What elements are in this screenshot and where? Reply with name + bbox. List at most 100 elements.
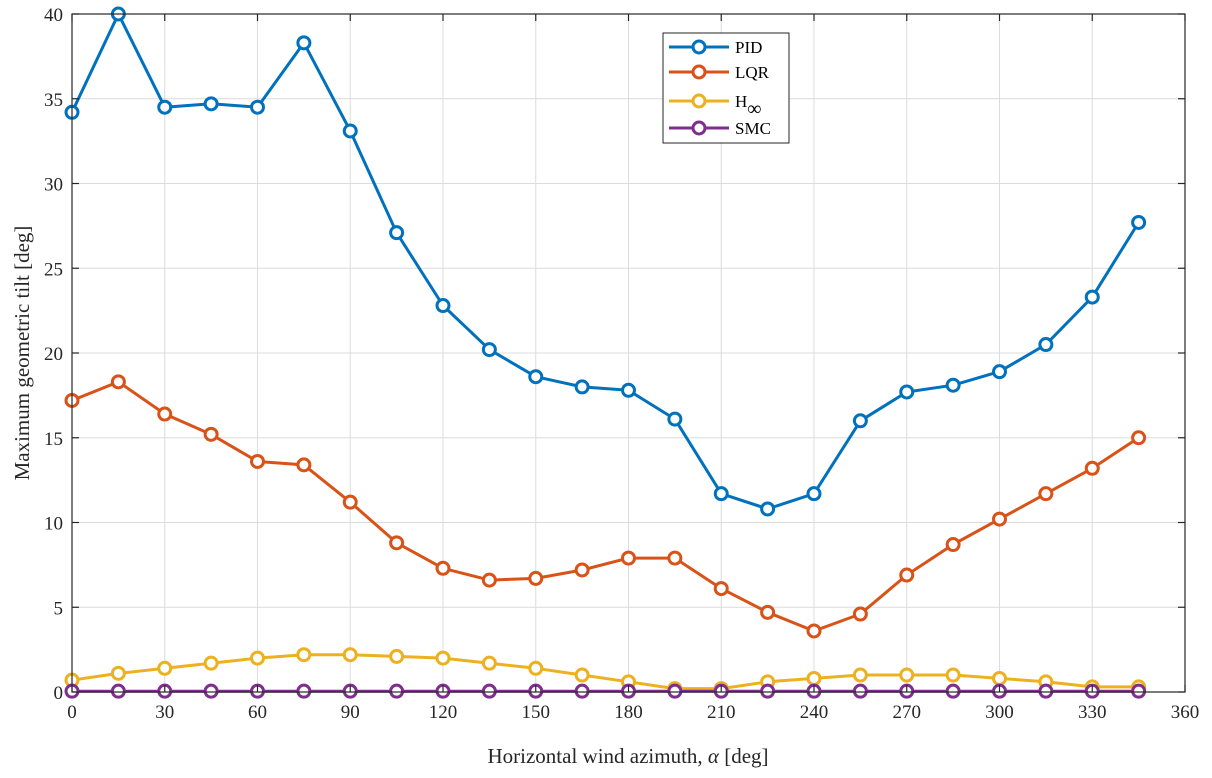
- data-point-lqr: [435, 560, 451, 576]
- x-tick-label: 270: [893, 702, 922, 723]
- data-point-smc: [203, 683, 219, 699]
- data-point-h: [899, 667, 915, 683]
- data-point-pid: [1084, 289, 1100, 305]
- series-smc: [64, 683, 1147, 699]
- series-h: [64, 647, 1147, 697]
- data-point-lqr: [760, 604, 776, 620]
- data-point-pid: [528, 369, 544, 385]
- series-lqr: [64, 374, 1147, 639]
- data-point-lqr: [110, 374, 126, 390]
- y-tick-label: 0: [54, 683, 64, 704]
- data-point-lqr: [1131, 430, 1147, 446]
- data-point-smc: [945, 683, 961, 699]
- data-point-smc: [667, 683, 683, 699]
- data-point-smc: [481, 683, 497, 699]
- data-point-h: [250, 650, 265, 666]
- legend-marker-smc: [691, 120, 707, 136]
- data-point-lqr: [574, 562, 590, 578]
- data-point-h: [992, 670, 1007, 686]
- x-tick-label: 150: [522, 702, 551, 723]
- series-line-pid: [70, 12, 1140, 511]
- data-point-h: [574, 667, 590, 683]
- legend-box: [662, 32, 790, 144]
- data-point-lqr: [621, 550, 636, 566]
- x-axis-label-unit: [deg]: [719, 744, 769, 768]
- data-point-pid: [945, 377, 961, 393]
- data-point-lqr: [667, 550, 683, 566]
- x-tick-label: 210: [707, 702, 736, 723]
- data-point-h: [296, 647, 312, 663]
- data-point-smc: [296, 683, 312, 699]
- x-tick-label: 180: [614, 702, 643, 723]
- series-layer: [64, 6, 1147, 699]
- data-point-lqr: [481, 572, 497, 588]
- data-point-pid: [574, 379, 590, 395]
- data-point-smc: [389, 683, 405, 699]
- data-point-smc: [574, 683, 590, 699]
- data-point-pid: [1131, 214, 1147, 230]
- series-line-h: [71, 653, 1139, 691]
- data-point-pid: [435, 298, 451, 314]
- data-point-pid: [852, 413, 868, 429]
- data-point-lqr: [157, 406, 173, 422]
- y-axis-label: Maximum geometric tilt [deg]: [10, 226, 34, 481]
- data-point-lqr: [852, 606, 868, 622]
- x-tick-label: 120: [429, 702, 458, 723]
- data-point-pid: [621, 382, 636, 398]
- data-point-pid: [203, 96, 219, 112]
- grid: [71, 13, 1186, 693]
- tick-labels: 0 30 60 90 120 150 180 210 240 270 300 330 360 0 5 10 15…: [44, 5, 1199, 723]
- legend-label-lqr: LQR: [735, 63, 770, 82]
- y-tick-label: 35: [44, 90, 63, 111]
- data-point-pid: [1038, 337, 1054, 353]
- series-line-lqr: [71, 380, 1140, 633]
- x-axis-label: Horizontal wind azimuth, α [deg]: [487, 744, 768, 768]
- data-point-pid: [157, 99, 173, 115]
- data-point-lqr: [1038, 486, 1054, 502]
- x-tick-label: 240: [800, 702, 829, 723]
- data-point-pid: [760, 501, 776, 517]
- legend-label-smc: SMC: [735, 119, 771, 138]
- data-point-pid: [296, 35, 312, 51]
- data-point-lqr: [899, 567, 915, 583]
- data-point-smc: [110, 683, 126, 699]
- data-point-h: [389, 648, 405, 664]
- data-point-h: [806, 670, 822, 686]
- x-axis-label-symbol: α: [708, 744, 720, 768]
- data-point-lqr: [296, 457, 312, 473]
- data-point-lqr: [945, 537, 961, 553]
- data-point-pid: [713, 486, 729, 502]
- data-point-pid: [667, 411, 683, 427]
- data-point-smc: [760, 683, 776, 699]
- data-point-h: [945, 667, 961, 683]
- data-point-pid: [899, 384, 915, 400]
- legend-label-subscript: ∞: [747, 98, 761, 120]
- data-point-lqr: [342, 494, 358, 510]
- data-point-smc: [1038, 683, 1054, 699]
- y-tick-label: 30: [44, 175, 63, 196]
- data-point-pid: [806, 486, 822, 502]
- data-point-h: [481, 655, 497, 671]
- data-point-pid: [992, 364, 1007, 380]
- data-point-h: [342, 647, 358, 663]
- data-point-h: [110, 665, 126, 681]
- data-point-h: [852, 667, 868, 683]
- data-point-smc: [852, 683, 868, 699]
- data-point-lqr: [1084, 460, 1100, 476]
- x-tick-label: 300: [985, 702, 1014, 723]
- y-tick-label: 15: [44, 429, 63, 450]
- data-point-lqr: [389, 535, 405, 551]
- y-tick-label: 20: [44, 344, 63, 365]
- data-point-h: [203, 655, 219, 671]
- data-point-lqr: [992, 511, 1007, 527]
- data-point-lqr: [528, 570, 544, 586]
- series-pid: [64, 6, 1147, 517]
- data-point-lqr: [713, 581, 729, 597]
- legend-marker-lqr: [691, 64, 707, 80]
- data-point-pid: [342, 123, 358, 139]
- data-point-smc: [1131, 683, 1147, 699]
- legend-marker-pid: [691, 39, 707, 55]
